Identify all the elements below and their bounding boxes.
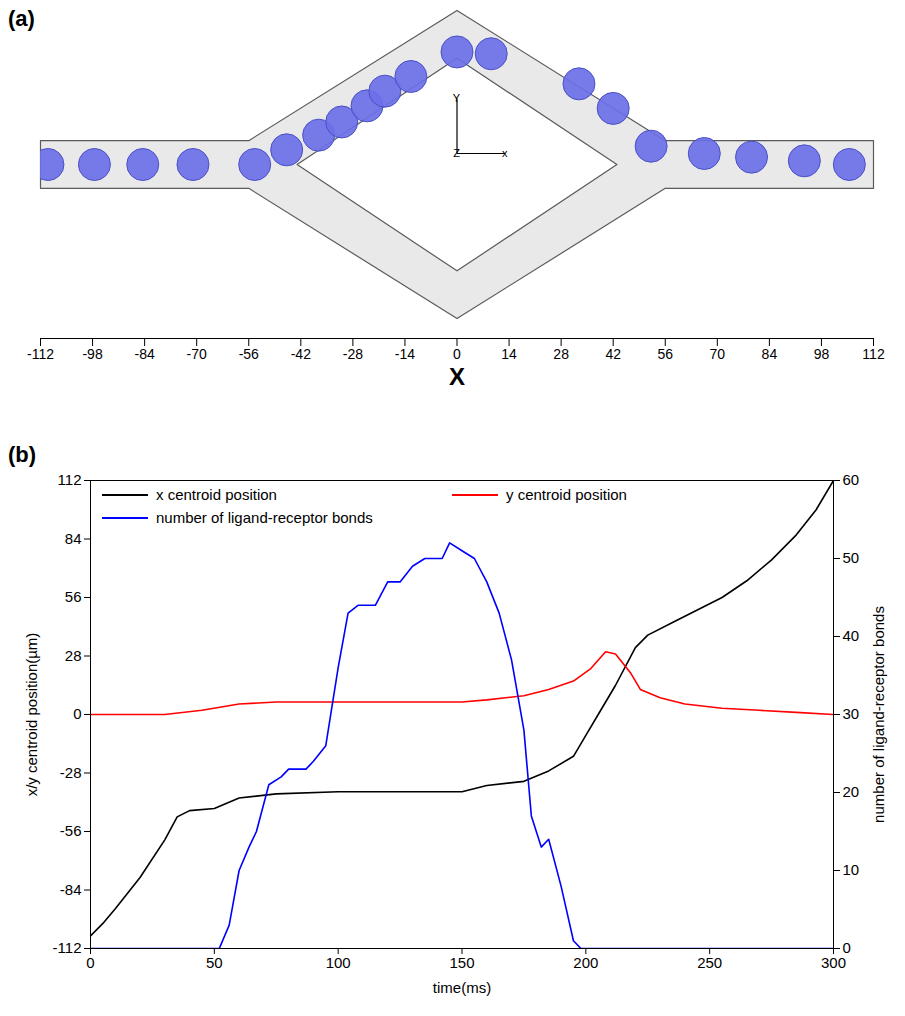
- svg-text:-112: -112: [53, 939, 82, 956]
- svg-text:-98: -98: [82, 346, 102, 362]
- svg-text:42: 42: [605, 346, 621, 362]
- svg-text:0: 0: [86, 954, 94, 971]
- svg-text:112: 112: [862, 346, 885, 362]
- svg-text:-28: -28: [60, 764, 82, 781]
- html-text:(b): (b): [8, 442, 37, 467]
- html-text:(a): (a): [8, 6, 35, 31]
- svg-text:0: 0: [73, 705, 81, 722]
- svg-text:x/y centroid position(µm): x/y centroid position(µm): [23, 633, 40, 797]
- html-text:y centroid position: y centroid position: [506, 486, 627, 503]
- svg-text:100: 100: [326, 954, 351, 971]
- svg-text:-56: -56: [60, 822, 82, 839]
- svg-text:20: 20: [843, 783, 860, 800]
- svg-text:-56: -56: [239, 346, 259, 362]
- html-text:number of ligand-receptor bond: number of ligand-receptor bonds: [156, 509, 373, 526]
- svg-text:40: 40: [843, 627, 860, 644]
- svg-text:-84: -84: [135, 346, 155, 362]
- svg-text:number of ligand-receptor bond: number of ligand-receptor bonds: [870, 606, 887, 823]
- svg-text:-14: -14: [395, 346, 415, 362]
- svg-text:-70: -70: [187, 346, 207, 362]
- svg-text:x: x: [502, 147, 508, 159]
- svg-text:Y: Y: [453, 92, 461, 104]
- svg-text:10: 10: [843, 861, 860, 878]
- svg-text:-42: -42: [291, 346, 311, 362]
- svg-text:28: 28: [553, 346, 569, 362]
- svg-text:112: 112: [58, 471, 82, 488]
- svg-text:50: 50: [843, 549, 860, 566]
- svg-text:200: 200: [573, 954, 598, 971]
- svg-text:time(ms): time(ms): [433, 979, 491, 996]
- svg-text:150: 150: [449, 954, 474, 971]
- svg-text:-84: -84: [60, 881, 82, 898]
- svg-text:84: 84: [65, 530, 82, 547]
- svg-text:300: 300: [821, 954, 846, 971]
- svg-text:56: 56: [657, 346, 673, 362]
- svg-text:X: X: [449, 363, 465, 390]
- svg-text:250: 250: [697, 954, 722, 971]
- svg-text:14: 14: [501, 346, 517, 362]
- svg-text:-28: -28: [343, 346, 363, 362]
- html-text:x centroid position: x centroid position: [156, 486, 277, 503]
- svg-text:Z: Z: [453, 147, 460, 159]
- svg-text:28: 28: [65, 647, 82, 664]
- svg-text:84: 84: [762, 346, 778, 362]
- svg-text:70: 70: [710, 346, 726, 362]
- svg-text:30: 30: [843, 705, 860, 722]
- svg-text:50: 50: [206, 954, 223, 971]
- svg-text:60: 60: [843, 471, 860, 488]
- svg-text:0: 0: [453, 346, 461, 362]
- svg-text:56: 56: [65, 588, 82, 605]
- svg-text:0: 0: [843, 939, 851, 956]
- svg-text:98: 98: [814, 346, 830, 362]
- svg-text:-112: -112: [27, 346, 54, 362]
